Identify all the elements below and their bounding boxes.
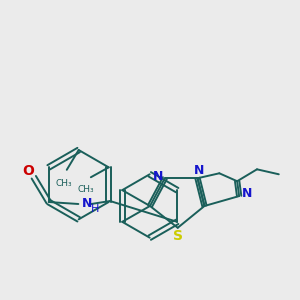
Text: O: O (22, 164, 34, 178)
Text: CH₃: CH₃ (78, 185, 94, 194)
Text: CH₃: CH₃ (56, 179, 72, 188)
Text: N: N (194, 164, 205, 177)
Text: N: N (242, 187, 252, 200)
Text: S: S (173, 229, 183, 243)
Text: N: N (82, 197, 93, 211)
Text: H: H (91, 204, 100, 214)
Text: N: N (153, 170, 163, 183)
